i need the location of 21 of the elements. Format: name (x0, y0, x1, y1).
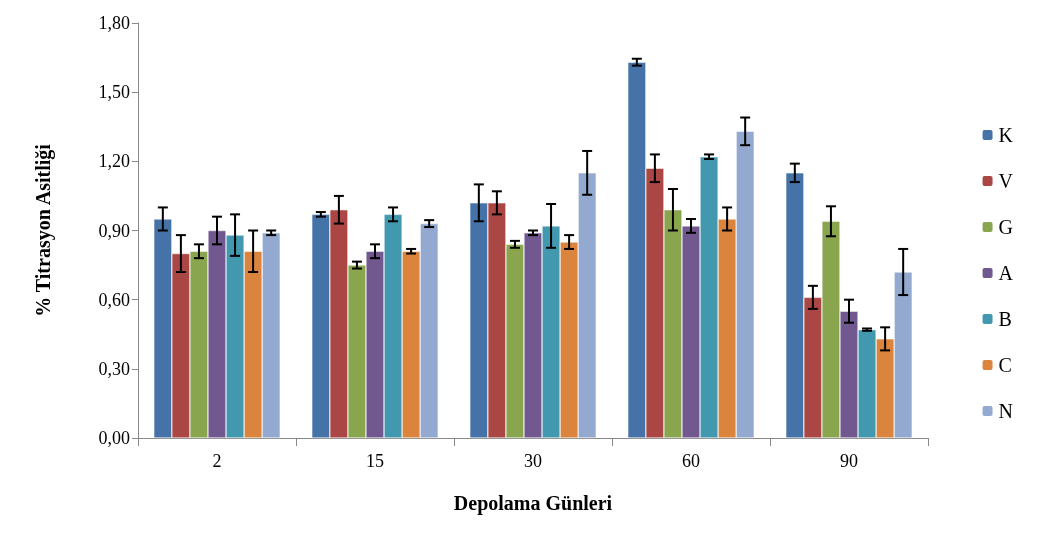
legend-label: N (998, 400, 1014, 422)
x-axis-title: Depolama Günleri (453, 492, 613, 515)
legend-label: V (998, 170, 1014, 192)
y-tick-label: 0,60 (98, 289, 130, 310)
y-tick-label: 1,20 (98, 151, 130, 172)
y-tick-label: 1,80 (98, 13, 130, 33)
legend-label: C (998, 354, 1012, 376)
y-tick-label: 0,30 (98, 358, 130, 379)
legend-label: K (998, 124, 1014, 146)
x-tick-label: 2 (212, 451, 222, 471)
y-axis-title: % Titrasyon Asitliği (32, 143, 55, 317)
x-tick-label: 60 (682, 451, 700, 471)
legend-label: G (998, 216, 1014, 238)
y-tick-label: 1,50 (98, 82, 130, 103)
legend-label: B (998, 308, 1012, 330)
x-tick-label: 90 (840, 451, 858, 471)
y-tick-label: 0,90 (98, 220, 130, 241)
x-tick-label: 30 (524, 451, 542, 471)
x-tick-label: 15 (366, 451, 384, 471)
legend-label: A (998, 262, 1014, 284)
y-tick-label: 0,00 (98, 428, 130, 448)
